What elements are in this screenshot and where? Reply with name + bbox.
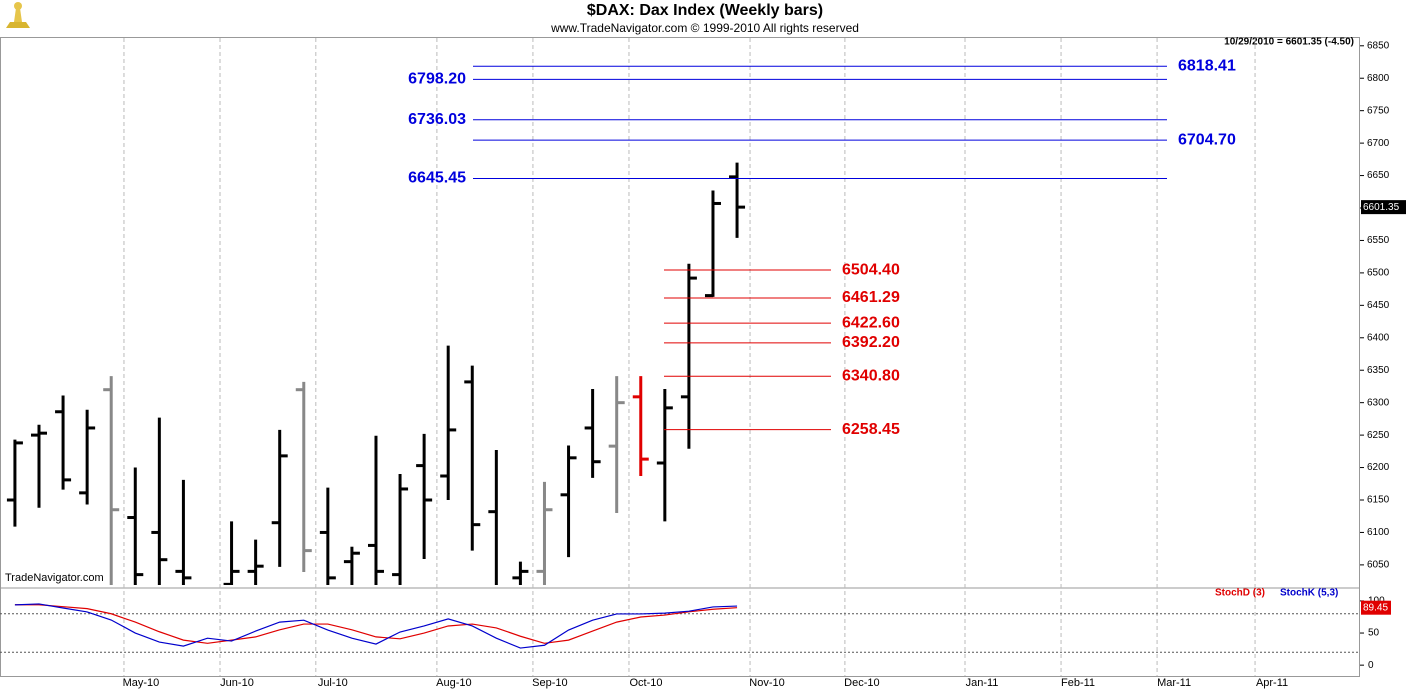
- x-tick-label: Feb-11: [1061, 677, 1095, 689]
- level-label: 6704.70: [1178, 131, 1236, 148]
- y-tick-label: 6650: [1367, 170, 1390, 181]
- y-tick-label: 50: [1368, 628, 1380, 639]
- last-price-box: [1361, 200, 1406, 215]
- last-price-label: 6601.35: [1363, 202, 1400, 213]
- price-bars: [6, 162, 746, 585]
- y-tick-label: 6150: [1367, 495, 1390, 506]
- level-label: 6645.45: [408, 170, 466, 187]
- y-tick-label: 6700: [1367, 138, 1390, 149]
- x-tick-label: Oct-10: [629, 677, 662, 689]
- y-tick-label: 6350: [1367, 365, 1390, 376]
- x-tick-label: Nov-10: [749, 677, 784, 689]
- level-label: 6461.29: [842, 289, 900, 306]
- y-tick-label: 6100: [1367, 527, 1390, 538]
- y-tick-label: 6750: [1367, 105, 1390, 116]
- x-tick-label: Jan-11: [966, 677, 999, 689]
- y-tick-label: 6050: [1367, 560, 1390, 571]
- level-label: 6798.20: [408, 71, 466, 88]
- y-tick-label: 6500: [1367, 268, 1390, 279]
- level-label: 6258.45: [842, 421, 900, 438]
- chart-title: $DAX: Dax Index (Weekly bars): [587, 2, 823, 19]
- level-label: 6736.03: [408, 111, 466, 128]
- level-label: 6504.40: [842, 261, 900, 278]
- x-tick-label: Jul-10: [318, 677, 348, 689]
- stoch-line: [14, 603, 738, 649]
- x-tick-label: Aug-10: [436, 677, 471, 689]
- y-tick-label: 6550: [1367, 235, 1390, 246]
- last-quote: 10/29/2010 = 6601.35 (-4.50): [1224, 37, 1354, 48]
- logo: [6, 2, 30, 28]
- stoch-lines: [14, 603, 738, 649]
- x-tick-label: Sep-10: [532, 677, 567, 689]
- x-tick-label: May-10: [123, 677, 160, 689]
- x-tick-label: Apr-11: [1256, 677, 1288, 689]
- last-value-box: [1361, 600, 1391, 615]
- x-tick-label: Mar-11: [1157, 677, 1191, 689]
- x-tick-label: Dec-10: [844, 677, 879, 689]
- y-tick-label: 6200: [1367, 462, 1390, 473]
- chart-subtitle: www.TradeNavigator.com © 1999-2010 All r…: [550, 21, 859, 35]
- legend-entry: StochK (5,3): [1280, 588, 1338, 599]
- y-tick-label: 6450: [1367, 300, 1390, 311]
- y-tick-label: 6300: [1367, 397, 1390, 408]
- y-tick-label: 6400: [1367, 332, 1390, 343]
- level-label: 6818.41: [1178, 58, 1236, 75]
- level-label: 6422.60: [842, 314, 900, 331]
- legend-entry: StochD (3): [1215, 588, 1265, 599]
- stoch-line: [14, 604, 738, 644]
- watermark: TradeNavigator.com: [5, 572, 104, 584]
- last-value-label: 89.45: [1363, 602, 1388, 613]
- y-tick-label: 6800: [1367, 73, 1390, 84]
- level-label: 6340.80: [842, 367, 900, 384]
- y-tick-label: 6250: [1367, 430, 1390, 441]
- x-tick-label: Jun-10: [220, 677, 254, 689]
- plot-frame: [0, 37, 1360, 677]
- y-tick-label: 0: [1368, 660, 1374, 671]
- level-label: 6392.20: [842, 334, 900, 351]
- y-tick-label: 6850: [1367, 40, 1390, 51]
